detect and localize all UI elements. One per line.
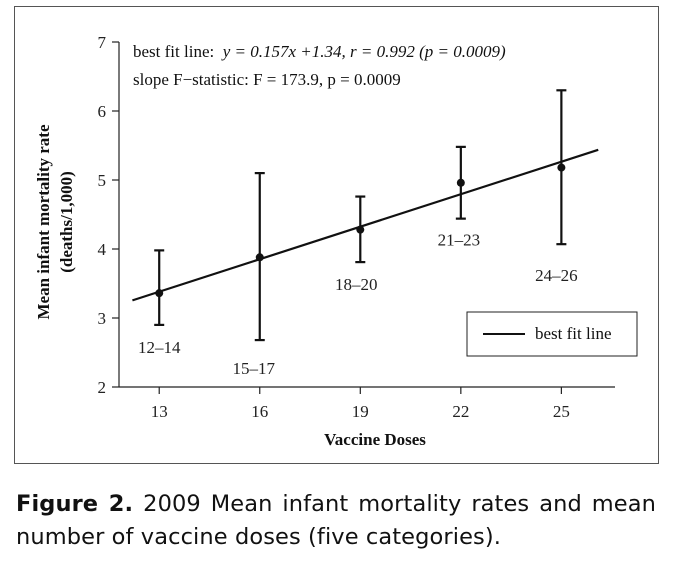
axes: 2 3 4 5 6 7 13 16 19 22 25 [98, 33, 615, 421]
data-point [155, 289, 164, 298]
y-axis-label-line2: (deaths/1,000) [57, 171, 76, 273]
y-tick-label: 6 [98, 102, 107, 121]
caption-text: 2009 Mean infant mortality rates and mea… [16, 491, 656, 550]
data-point [456, 178, 465, 187]
y-tick-label: 5 [98, 171, 107, 190]
chart: 2 3 4 5 6 7 13 16 19 22 25 12–14 15–17 18–20 21–23 24–… [34, 33, 638, 449]
data-point [356, 225, 365, 234]
y-tick-label: 3 [98, 309, 107, 328]
y-tick-label: 2 [98, 378, 107, 397]
chart-marks: 12–14 15–17 18–20 21–23 24–26 [132, 89, 599, 378]
point-label: 12–14 [138, 338, 181, 357]
point-label: 18–20 [335, 275, 378, 294]
figure-frame: 2 3 4 5 6 7 13 16 19 22 25 12–14 15–17 18–20 21–23 24–… [14, 6, 659, 464]
legend-label: best fit line [535, 324, 611, 343]
best-fit-line [132, 148, 599, 302]
y-tick-label: 4 [98, 240, 107, 259]
x-tick-label: 22 [452, 402, 469, 421]
x-tick-label: 13 [151, 402, 168, 421]
x-tick-label: 25 [553, 402, 570, 421]
y-axis-label: Mean infant mortality rate (deaths/1,000… [34, 124, 76, 319]
point-label: 21–23 [438, 231, 481, 250]
annotation-fstat: slope F−statistic: F = 173.9, p = 0.0009 [133, 70, 401, 89]
x-axis-label: Vaccine Doses [324, 430, 426, 449]
data-point [557, 163, 566, 172]
legend: best fit line [466, 311, 638, 357]
point-label: 24–26 [535, 266, 578, 285]
y-tick-label: 7 [98, 33, 107, 52]
figure-caption: Figure 2. 2009 Mean infant mortality rat… [16, 488, 656, 554]
caption-label: Figure 2. [16, 491, 134, 517]
annotation-fit: best fit line: y = 0.157x +1.34, r = 0.9… [133, 42, 506, 61]
x-tick-label: 19 [352, 402, 369, 421]
point-label: 15–17 [233, 359, 276, 378]
data-point [255, 253, 264, 262]
y-axis-label-line1: Mean infant mortality rate [34, 124, 53, 319]
x-tick-label: 16 [251, 402, 268, 421]
